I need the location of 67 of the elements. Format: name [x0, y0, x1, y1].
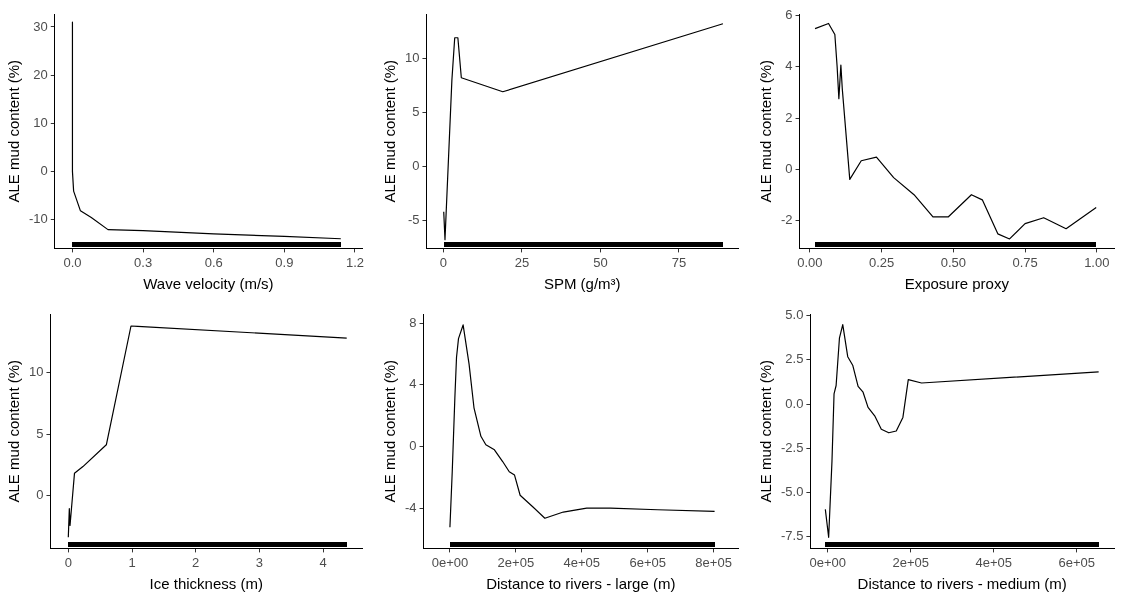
- x-axis-title: Distance to rivers - large (m): [486, 575, 676, 593]
- y-tick-label: 0.0: [785, 395, 804, 411]
- y-tick-label: -10: [28, 211, 48, 227]
- x-tick-label: 3: [255, 554, 264, 570]
- x-axis-title: Ice thickness (m): [149, 575, 263, 593]
- y-tick-label: 30: [33, 18, 48, 34]
- y-tick-label: 0: [409, 438, 417, 454]
- x-tick-label: 4e+05: [975, 554, 1012, 570]
- y-tick-label: -5.0: [780, 483, 804, 499]
- x-tick-label: 0.50: [940, 254, 966, 270]
- x-tick-label: 6e+05: [629, 554, 666, 570]
- x-axis-title: SPM (g/m³): [543, 275, 621, 293]
- x-tick-label: 0.3: [134, 254, 153, 270]
- x-tick-label: 0e+00: [431, 554, 469, 570]
- y-axis-title: ALE mud content (%): [381, 59, 399, 203]
- x-tick-label: 0e+00: [809, 554, 847, 570]
- x-tick-label: 1.00: [1084, 254, 1110, 270]
- y-tick-label: -5: [407, 211, 420, 227]
- x-tick-label: 4: [319, 554, 327, 570]
- y-tick-label: 0: [412, 157, 420, 173]
- x-tick-label: 0.00: [797, 254, 823, 270]
- y-tick-label: 10: [33, 114, 48, 130]
- y-tick-label: 10: [404, 49, 420, 65]
- x-tick-label: 25: [514, 254, 530, 270]
- y-axis-title: ALE mud content (%): [381, 359, 399, 503]
- y-tick-label: 5.0: [785, 307, 804, 323]
- x-axis-title: Distance to rivers - medium (m): [857, 575, 1067, 593]
- x-tick-label: 75: [671, 254, 687, 270]
- x-tick-label: 50: [593, 254, 608, 270]
- y-tick-label: 4: [409, 376, 417, 392]
- x-axis-title: Wave velocity (m/s): [143, 275, 274, 293]
- y-tick-label: 0: [785, 160, 793, 176]
- x-tick-label: 2e+05: [497, 554, 535, 570]
- y-tick-label: 0: [40, 162, 48, 178]
- y-tick-label: 5: [36, 425, 44, 441]
- y-tick-label: 4: [785, 58, 793, 74]
- x-tick-label: 0.9: [275, 254, 294, 270]
- x-tick-label: 2: [192, 554, 200, 570]
- y-tick-label: -7.5: [780, 527, 804, 543]
- x-tick-label: 1.2: [345, 254, 364, 270]
- x-tick-label: 0.6: [204, 254, 223, 270]
- y-tick-label: 2: [785, 109, 793, 125]
- y-axis-title: ALE mud content (%): [5, 359, 23, 503]
- y-axis-title: ALE mud content (%): [757, 359, 775, 503]
- x-tick-label: 0: [64, 554, 72, 570]
- y-tick-label: 6: [785, 7, 793, 23]
- x-tick-label: 0: [439, 254, 448, 270]
- y-tick-label: 20: [33, 66, 48, 82]
- x-tick-label: 8e+05: [695, 554, 732, 570]
- y-tick-label: -2.5: [780, 439, 804, 455]
- y-tick-label: 8: [409, 314, 417, 330]
- y-tick-label: 0: [36, 486, 44, 502]
- x-tick-label: 0.75: [1012, 254, 1038, 270]
- y-tick-label: -2: [781, 211, 793, 227]
- y-axis-title: ALE mud content (%): [5, 59, 23, 203]
- x-tick-label: 6e+05: [1058, 554, 1095, 570]
- x-tick-label: 0.25: [868, 254, 895, 270]
- y-axis-title: ALE mud content (%): [757, 59, 775, 203]
- y-tick-label: 10: [28, 364, 44, 380]
- y-tick-label: 5: [412, 103, 420, 119]
- y-tick-label: 2.5: [785, 351, 804, 367]
- x-tick-label: 1: [128, 554, 136, 570]
- x-axis-title: Exposure proxy: [904, 275, 1010, 293]
- y-tick-label: -4: [405, 499, 417, 515]
- x-tick-label: 0.0: [63, 254, 82, 270]
- x-tick-label: 4e+05: [563, 554, 601, 570]
- x-tick-label: 2e+05: [892, 554, 930, 570]
